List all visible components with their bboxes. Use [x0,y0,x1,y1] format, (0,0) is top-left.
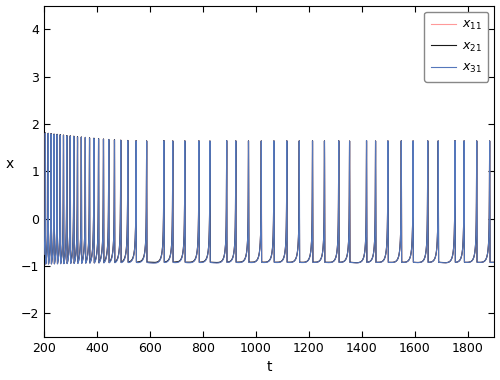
$x_{21}$ [140,257,146,261]
$x_{21}$ [311,260,317,264]
Y-axis label: x: x [6,157,14,171]
$x_{21}$ [228,258,234,262]
$x_{11}$ [140,256,146,261]
$x_{31}$ [41,252,47,257]
$x_{11}$ [314,260,320,264]
Line: $x_{21}$: $x_{21}$ [44,133,494,264]
$x_{31}$ [492,260,498,264]
$x_{21}$ [314,260,320,264]
$x_{21}$ [42,261,48,266]
Line: $x_{11}$: $x_{11}$ [44,133,494,264]
$x_{31}$ [42,131,48,136]
$x_{11}$ [42,131,48,135]
$x_{31}$ [228,258,234,263]
$x_{21}$ [140,256,146,261]
$x_{11}$ [228,258,234,262]
$x_{31}$ [401,260,407,265]
$x_{21}$ [42,131,48,135]
$x_{21}$ [492,260,498,264]
$x_{21}$ [41,251,47,255]
$x_{11}$ [140,257,146,262]
Line: $x_{31}$: $x_{31}$ [44,133,494,264]
$x_{21}$ [401,260,407,264]
$x_{11}$ [42,262,48,266]
$x_{31}$ [42,262,48,266]
$x_{11}$ [41,252,47,256]
Legend: $x_{11}$, $x_{21}$, $x_{31}$: $x_{11}$, $x_{21}$, $x_{31}$ [424,12,488,82]
$x_{11}$ [311,260,317,264]
$x_{11}$ [492,260,498,264]
$x_{31}$ [140,257,146,261]
$x_{31}$ [311,260,317,265]
X-axis label: t: t [266,361,272,374]
$x_{11}$ [401,260,407,264]
$x_{31}$ [314,260,320,264]
$x_{31}$ [140,258,146,262]
